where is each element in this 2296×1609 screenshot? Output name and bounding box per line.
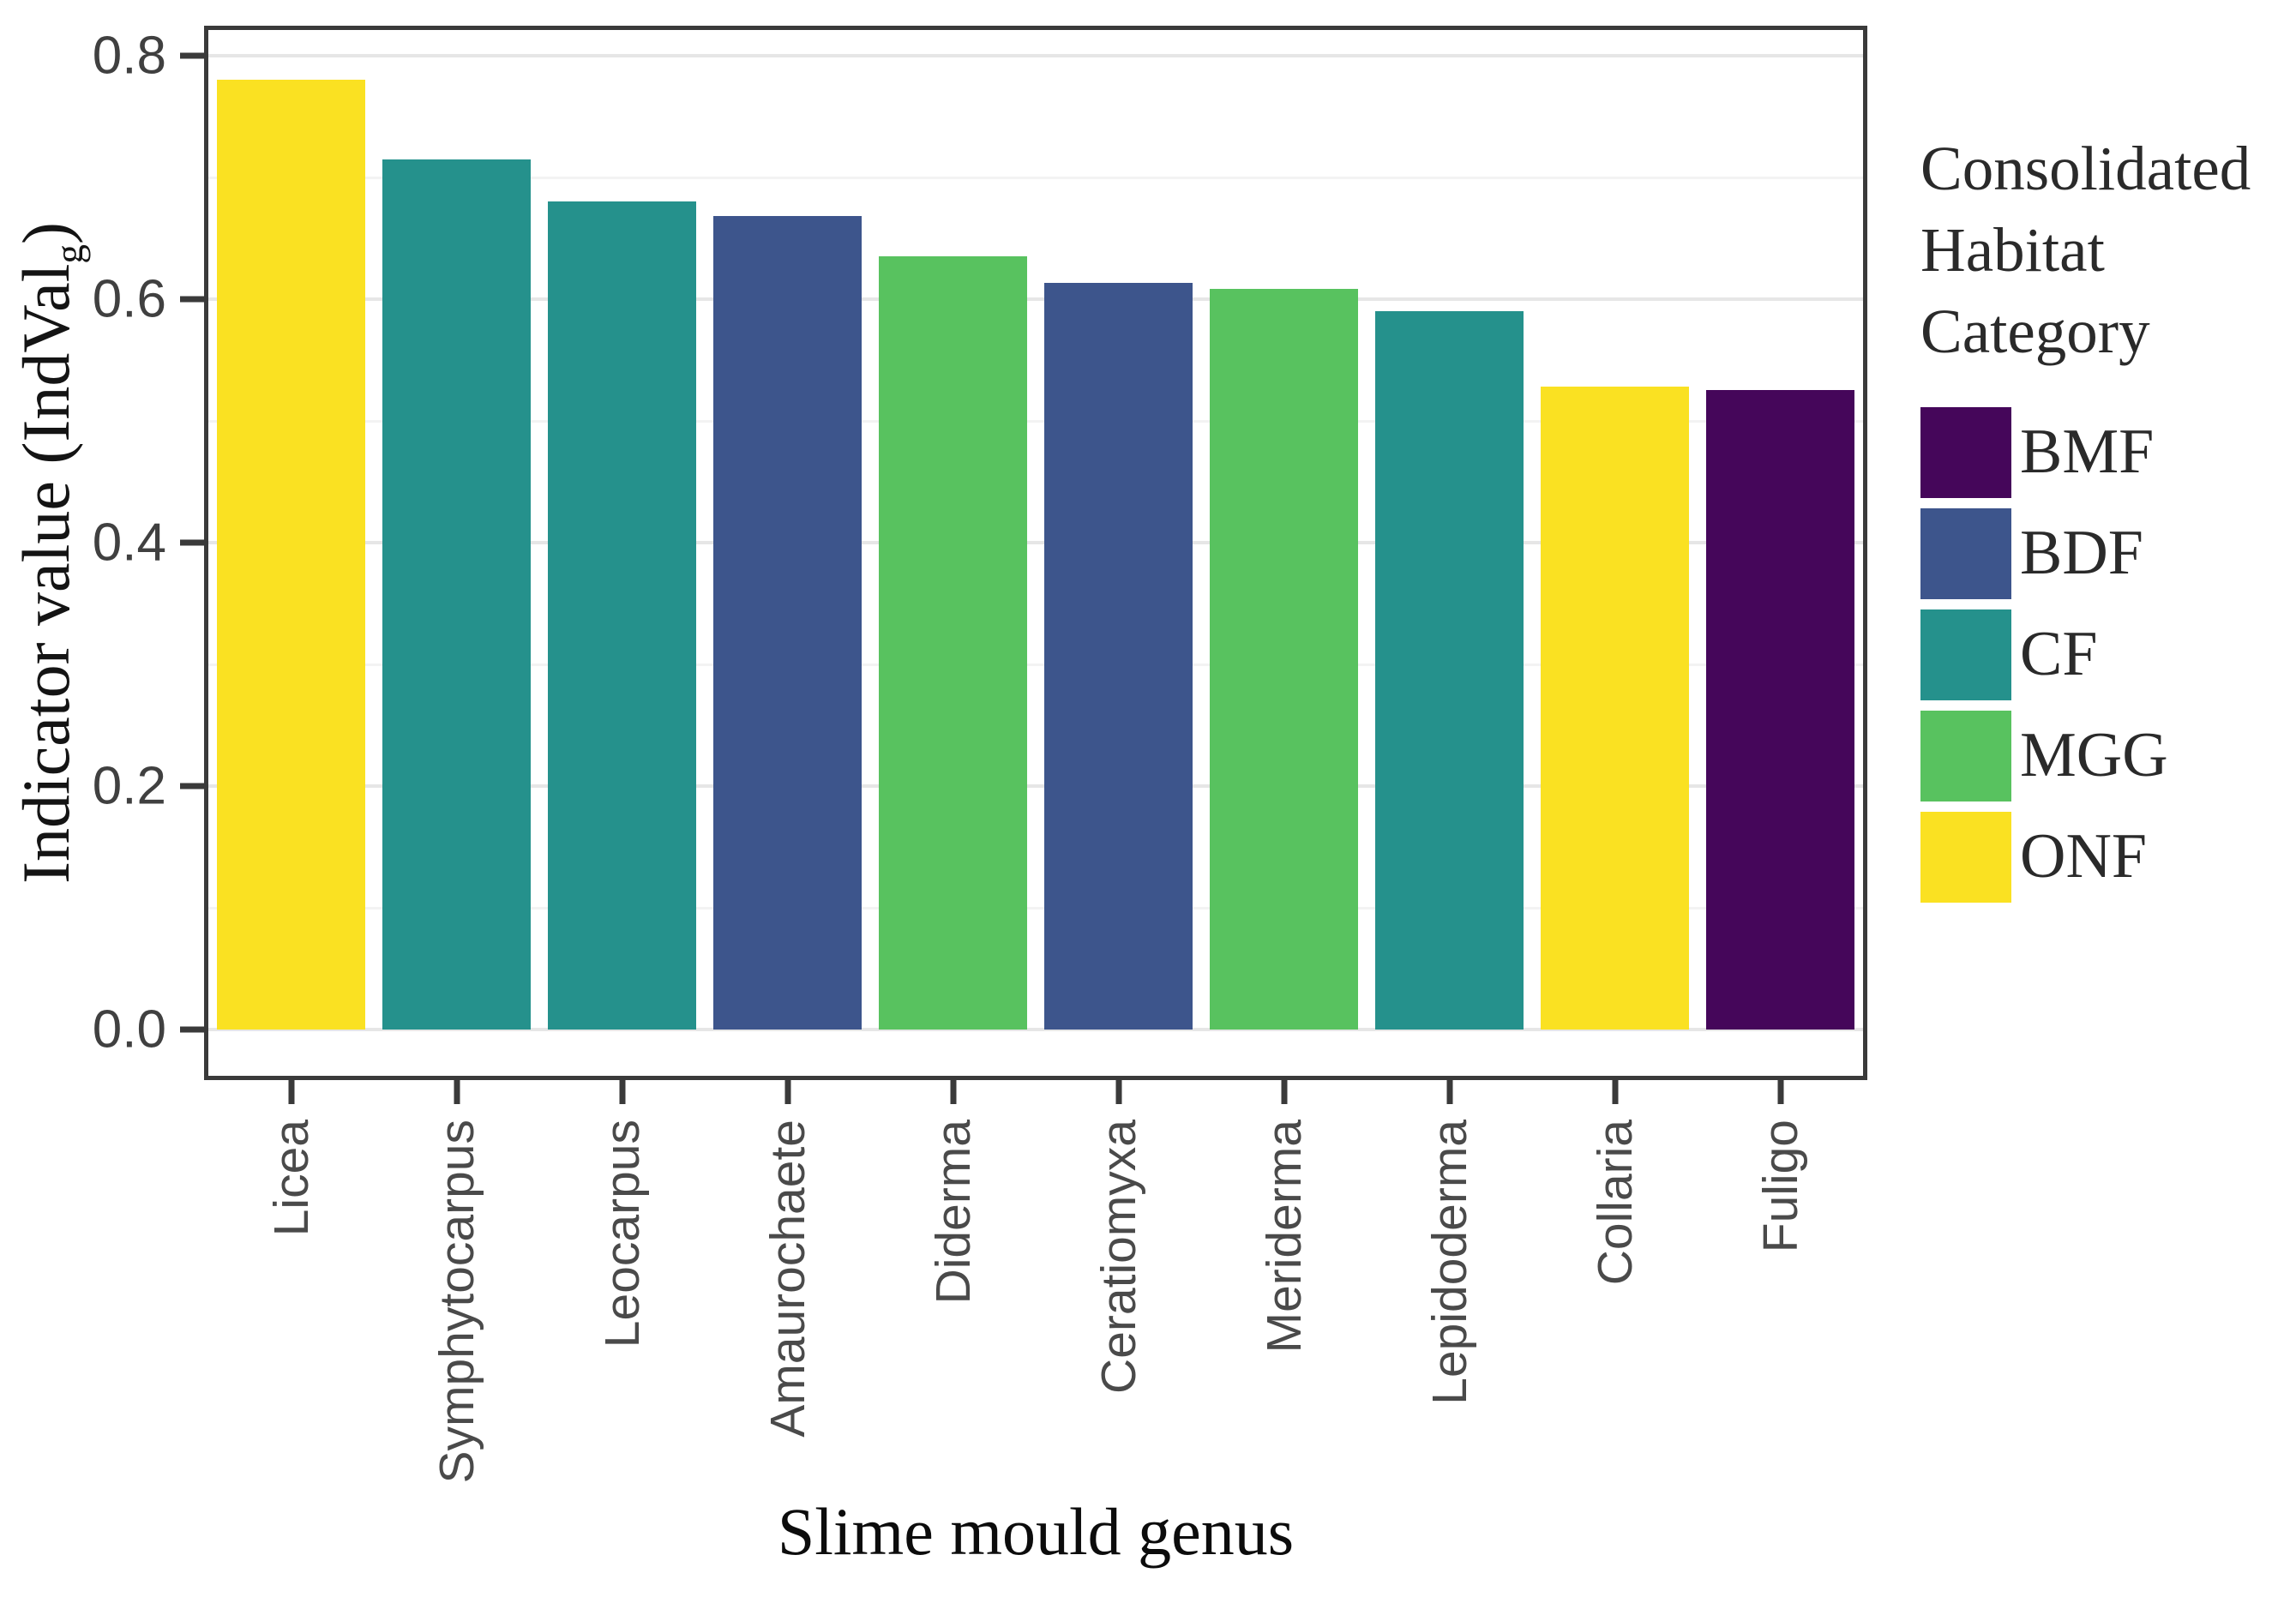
legend-swatch-onf (1920, 811, 2011, 903)
legend-swatch-bmf (1920, 406, 2011, 498)
bar-slot-lepidoderma (1367, 30, 1532, 1076)
legend-title-line: Category (1920, 296, 2150, 366)
bars-container (208, 30, 1863, 1076)
major-gridline (208, 540, 1863, 544)
bar-slot-amaurochaete (705, 30, 870, 1076)
y-tick-label: 0.0 (92, 1000, 166, 1060)
bar-slot-ceratiomyxa (1036, 30, 1201, 1076)
y-tick-label: 0.2 (92, 756, 166, 816)
x-tick-mark (1446, 1080, 1452, 1104)
x-tick-mark (1281, 1080, 1287, 1104)
x-tick-label-meriderma: Meriderma (1256, 1120, 1312, 1354)
legend-title-line: Habitat (1920, 214, 2105, 285)
x-tick-mark (288, 1080, 294, 1104)
legend-item-onf: ONF (1920, 811, 2294, 903)
y-tick-label: 0.6 (92, 269, 166, 329)
major-gridline (208, 783, 1863, 788)
bar-slot-meriderma (1201, 30, 1367, 1076)
bar-slot-collaria (1532, 30, 1698, 1076)
bar-slot-diderma (870, 30, 1036, 1076)
x-tick-mark (1777, 1080, 1783, 1104)
x-tick-label-diderma: Diderma (925, 1120, 981, 1305)
legend-label-bmf: BMF (2020, 417, 2155, 488)
major-gridline (208, 53, 1863, 57)
legend-item-cf: CF (1920, 609, 2294, 700)
x-axis: Licea Symphytocarpus Leocarpus Amaurochaete… (204, 1080, 1867, 1484)
legend-items: BMF BDF CF MGG ONF (1920, 406, 2294, 903)
bar-slot-leocarpus (539, 30, 705, 1076)
y-tick-mark (180, 539, 204, 546)
legend-item-bmf: BMF (1920, 406, 2294, 498)
minor-gridline (208, 419, 1863, 423)
bar-leocarpus (547, 201, 697, 1030)
legend-swatch-bdf (1920, 507, 2011, 599)
bar-diderma (878, 256, 1028, 1030)
minor-gridline (208, 663, 1863, 666)
x-tick-label-symphytocarpus: Symphytocarpus (429, 1120, 484, 1484)
bar-collaria (1540, 387, 1690, 1030)
bar-fuligo (1705, 390, 1855, 1030)
x-axis-title: Slime mould genus (777, 1494, 1295, 1569)
bar-slot-symphytocarpus (374, 30, 539, 1076)
y-tick-mark (180, 783, 204, 789)
y-axis: 0.0 0.2 0.4 0.6 0.8 (0, 26, 204, 1080)
x-tick-mark (950, 1080, 956, 1104)
legend-label-cf: CF (2020, 619, 2098, 690)
x-tick-label-leocarpus: Leocarpus (594, 1120, 650, 1348)
y-tick-mark (180, 1026, 204, 1033)
minor-gridline (208, 176, 1863, 179)
x-tick-mark (1612, 1080, 1618, 1104)
bar-slot-licea (208, 30, 374, 1076)
y-tick-mark (180, 52, 204, 59)
major-gridline (208, 297, 1863, 301)
legend-title-line: Consolidated (1920, 134, 2251, 203)
legend-item-bdf: BDF (1920, 507, 2294, 599)
legend-label-bdf: BDF (2020, 518, 2143, 589)
legend-label-onf: ONF (2020, 821, 2148, 892)
x-tick-label-collaria: Collaria (1587, 1120, 1643, 1286)
plot-panel (204, 26, 1867, 1080)
x-tick-mark (1115, 1080, 1121, 1104)
x-tick-mark (619, 1080, 625, 1104)
bar-licea (216, 80, 366, 1030)
y-tick-label: 0.8 (92, 26, 166, 86)
x-tick-mark (454, 1080, 460, 1104)
x-tick-label-fuligo: Fuligo (1752, 1120, 1808, 1253)
bar-slot-fuligo (1698, 30, 1863, 1076)
y-tick-label: 0.4 (92, 513, 166, 573)
x-tick-label-licea: Licea (263, 1120, 319, 1237)
legend-item-mgg: MGG (1920, 710, 2294, 801)
bar-meriderma (1209, 289, 1359, 1030)
x-tick-label-ceratiomyxa: Ceratiomyxa (1091, 1120, 1146, 1394)
legend: Consolidated Habitat Category BMF BDF CF MG… (1920, 129, 2294, 903)
bar-amaurochaete (712, 216, 863, 1030)
legend-title: Consolidated Habitat Category (1920, 129, 2294, 373)
legend-swatch-cf (1920, 609, 2011, 700)
major-gridline (208, 1028, 1863, 1032)
bar-ceratiomyxa (1043, 283, 1193, 1030)
bar-lepidoderma (1374, 311, 1524, 1030)
x-tick-label-amaurochaete: Amaurochaete (760, 1120, 815, 1438)
bar-symphytocarpus (382, 159, 532, 1030)
x-tick-mark (784, 1080, 790, 1104)
legend-label-mgg: MGG (2020, 720, 2168, 791)
x-tick-label-lepidoderma: Lepidoderma (1421, 1120, 1477, 1405)
y-tick-mark (180, 296, 204, 303)
legend-swatch-mgg (1920, 710, 2011, 801)
minor-gridline (208, 907, 1863, 910)
